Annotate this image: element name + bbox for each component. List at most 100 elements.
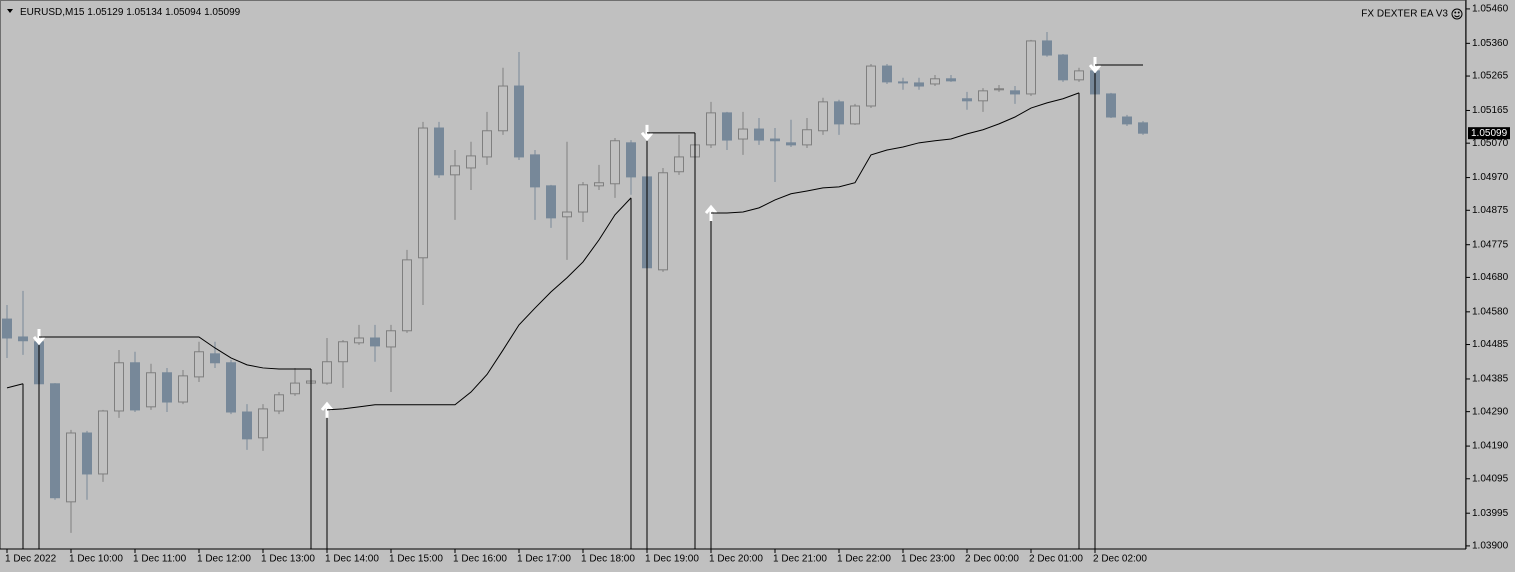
y-tick-label: 1.04385 bbox=[1472, 374, 1509, 385]
x-tick-label: 1 Dec 17:00 bbox=[517, 554, 571, 565]
candle-body bbox=[226, 362, 236, 413]
candle-body bbox=[674, 156, 684, 173]
candle-body bbox=[898, 81, 908, 84]
candle-body bbox=[914, 82, 924, 87]
ea-label: FX DEXTER EA V3 bbox=[1361, 9, 1448, 20]
candle-body bbox=[978, 90, 988, 102]
candle-body bbox=[194, 351, 204, 378]
candle-body bbox=[658, 172, 668, 271]
header: EURUSD,M15 1.05129 1.05134 1.05094 1.050… bbox=[20, 7, 241, 18]
candle-body bbox=[578, 184, 588, 213]
x-tick-label: 1 Dec 2022 bbox=[5, 554, 57, 565]
sell-arrow bbox=[32, 328, 46, 346]
candle-body bbox=[498, 85, 508, 132]
x-tick-label: 1 Dec 20:00 bbox=[709, 554, 763, 565]
x-tick-label: 2 Dec 01:00 bbox=[1029, 554, 1083, 565]
candle-body bbox=[786, 142, 796, 146]
y-tick-label: 1.04775 bbox=[1472, 239, 1509, 250]
candle-body bbox=[530, 154, 540, 188]
buy-arrow bbox=[704, 204, 718, 222]
y-tick-label: 1.05460 bbox=[1472, 4, 1509, 15]
candle-body bbox=[258, 408, 268, 439]
x-tick-label: 1 Dec 11:00 bbox=[133, 554, 187, 565]
candle-body bbox=[386, 330, 396, 348]
indicator-line bbox=[326, 197, 632, 411]
indicator-line bbox=[711, 92, 1080, 214]
candle-body bbox=[210, 353, 220, 364]
candle-body bbox=[930, 78, 940, 85]
candle-body bbox=[274, 394, 284, 412]
candle-body bbox=[850, 105, 860, 125]
candle-body bbox=[1122, 116, 1132, 125]
sell-arrow bbox=[1088, 57, 1102, 74]
candle-body bbox=[450, 165, 460, 176]
y-tick-label: 1.05070 bbox=[1472, 138, 1509, 149]
candle-body bbox=[610, 140, 620, 185]
candle-body bbox=[418, 127, 428, 259]
x-tick-label: 1 Dec 23:00 bbox=[901, 554, 955, 565]
candle-body bbox=[834, 101, 844, 125]
candle-body bbox=[562, 211, 572, 218]
candle-body bbox=[66, 432, 76, 503]
indicator-line bbox=[39, 336, 311, 370]
candle-body bbox=[962, 98, 972, 102]
candle-body bbox=[738, 128, 748, 140]
y-tick-label: 1.05360 bbox=[1472, 38, 1509, 49]
candle-body bbox=[242, 411, 252, 440]
candle-body bbox=[1138, 122, 1148, 134]
x-tick-label: 1 Dec 10:00 bbox=[69, 554, 123, 565]
y-tick-label: 1.03900 bbox=[1472, 541, 1509, 552]
candle-body bbox=[466, 155, 476, 169]
candle-body bbox=[178, 375, 188, 403]
candle-body bbox=[1106, 93, 1116, 118]
candle-body bbox=[162, 372, 172, 403]
candle-body bbox=[946, 78, 956, 82]
candle-body bbox=[722, 112, 732, 141]
header-close: 1.05099 bbox=[204, 7, 241, 18]
y-tick-label: 1.04680 bbox=[1472, 272, 1509, 283]
x-tick-label: 1 Dec 19:00 bbox=[645, 554, 699, 565]
candle-body bbox=[2, 318, 12, 339]
header-open: 1.05129 bbox=[87, 7, 124, 18]
menu-triangle[interactable] bbox=[7, 9, 13, 13]
candle-body bbox=[82, 432, 92, 475]
y-tick-label: 1.04290 bbox=[1472, 406, 1509, 417]
x-tick-label: 1 Dec 13:00 bbox=[261, 554, 315, 565]
candle-body bbox=[866, 65, 876, 107]
candle-body bbox=[1010, 90, 1020, 95]
candle-body bbox=[18, 336, 28, 342]
y-tick-label: 1.05165 bbox=[1472, 105, 1509, 116]
y-tick-label: 1.04190 bbox=[1472, 441, 1509, 452]
candle-body bbox=[402, 259, 412, 332]
candle-body bbox=[130, 362, 140, 411]
candle-body bbox=[514, 85, 524, 158]
x-tick-label: 2 Dec 02:00 bbox=[1093, 554, 1147, 565]
candle-body bbox=[546, 185, 556, 219]
candle-body bbox=[322, 361, 332, 384]
header-low: 1.05094 bbox=[165, 7, 202, 18]
candle-body bbox=[146, 372, 156, 408]
x-tick-label: 1 Dec 21:00 bbox=[773, 554, 827, 565]
candle-body bbox=[706, 112, 716, 146]
symbol: EURUSD,M15 bbox=[20, 7, 85, 18]
x-tick-label: 1 Dec 22:00 bbox=[837, 554, 891, 565]
candle-body bbox=[338, 341, 348, 363]
y-tick-label: 1.04485 bbox=[1472, 339, 1509, 350]
price-label: 1.05099 bbox=[1471, 128, 1508, 139]
y-tick-label: 1.03995 bbox=[1472, 508, 1509, 519]
candle-body bbox=[354, 337, 364, 344]
candle-body bbox=[1042, 40, 1052, 56]
candle-body bbox=[818, 101, 828, 132]
candle-body bbox=[1074, 70, 1084, 81]
candle-body bbox=[290, 382, 300, 395]
smiley-icon bbox=[1451, 8, 1463, 20]
x-tick-label: 1 Dec 18:00 bbox=[581, 554, 635, 565]
y-tick-label: 1.04970 bbox=[1472, 172, 1509, 183]
candle-body bbox=[594, 182, 604, 187]
candle-body bbox=[626, 142, 636, 178]
y-tick-label: 1.04875 bbox=[1472, 205, 1509, 216]
price-label-box bbox=[1468, 127, 1510, 140]
